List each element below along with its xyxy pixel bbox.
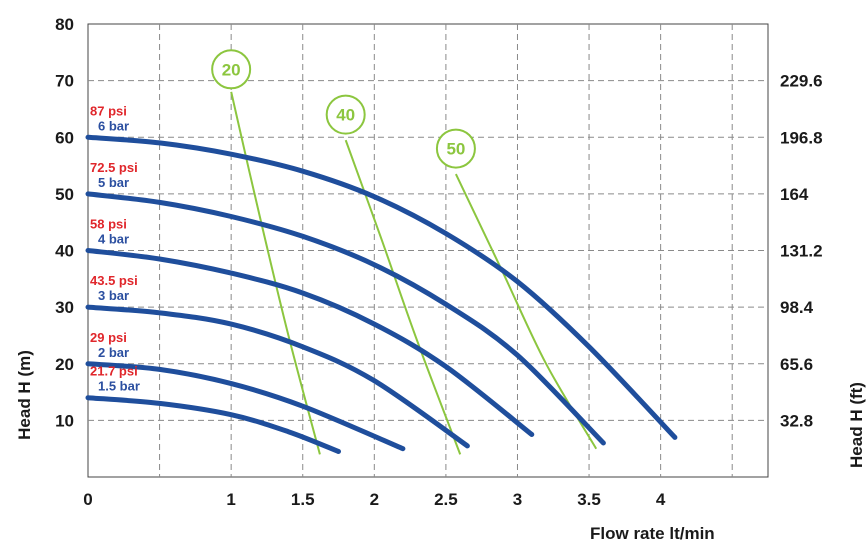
- x-axis-ticks: 0 1 1.5 2 2.5 3 3.5 4: [83, 490, 666, 509]
- curve-label-psi: 72.5 psi: [90, 160, 138, 175]
- x-tick-label: 4: [656, 490, 666, 509]
- y2-tick-label: 164: [780, 185, 809, 204]
- x-tick-label: 2: [370, 490, 379, 509]
- pump-curve-3-bar: [85, 304, 470, 449]
- y-tick-label: 20: [55, 355, 74, 374]
- efficiency-label-40: 40: [336, 106, 355, 125]
- curve-label-bar: 3 bar: [98, 288, 129, 303]
- pump-curve-4-bar: [85, 248, 535, 437]
- pump-curve-6-bar: [85, 134, 678, 440]
- efficiency-marker-20: [211, 49, 252, 90]
- y-tick-label: 10: [55, 411, 74, 430]
- curve-label-psi: 21.7 psi: [90, 364, 138, 379]
- y-tick-label: 70: [55, 72, 74, 91]
- y2-axis-ticks: 32.8 65.6 98.4 131.2 164 196.8 229.6: [780, 72, 823, 431]
- curve-label-bar: 5 bar: [98, 175, 129, 190]
- efficiency-label-50: 50: [446, 140, 465, 159]
- curve-label-bar: 4 bar: [98, 232, 129, 247]
- curve-label-psi: 58 psi: [90, 217, 127, 232]
- curve-label-bar: 1.5 bar: [98, 379, 140, 394]
- y2-tick-label: 229.6: [780, 72, 823, 91]
- x-tick-label: 3.5: [577, 490, 601, 509]
- y-tick-label: 60: [55, 128, 74, 147]
- efficiency-lines: 20 40 50: [211, 49, 598, 455]
- pump-curve-5-bar: [85, 191, 606, 446]
- curve-label-psi: 29 psi: [90, 330, 127, 345]
- y2-tick-label: 65.6: [780, 355, 813, 374]
- y-axis-title: Head H (m): [15, 350, 34, 440]
- x-tick-label: 1.5: [291, 490, 315, 509]
- y-tick-label: 30: [55, 298, 74, 317]
- curve-label-bar: 2 bar: [98, 345, 129, 360]
- y2-tick-label: 131.2: [780, 242, 823, 261]
- efficiency-line-20: [230, 91, 321, 455]
- pump-curves: [85, 134, 678, 454]
- x-tick-label: 0: [83, 490, 92, 509]
- y-tick-label: 50: [55, 185, 74, 204]
- y2-tick-label: 196.8: [780, 128, 823, 147]
- curve-label-bar: 6 bar: [98, 118, 129, 133]
- y2-tick-label: 32.8: [780, 411, 813, 430]
- y-axis-ticks: 10 20 30 40 50 60 70 80: [55, 15, 74, 430]
- pump-curve-2-bar: [85, 361, 406, 452]
- efficiency-label-20: 20: [222, 60, 241, 79]
- x-tick-label: 3: [513, 490, 522, 509]
- x-tick-label: 1: [226, 490, 235, 509]
- efficiency-marker-50: [435, 128, 476, 169]
- y2-tick-label: 98.4: [780, 298, 814, 317]
- efficiency-marker-40: [325, 94, 366, 135]
- grid-lines: [88, 24, 768, 477]
- x-tick-label: 2.5: [434, 490, 458, 509]
- y-tick-label: 40: [55, 242, 74, 261]
- efficiency-line-40: [344, 139, 462, 455]
- x-axis-title: Flow rate lt/min: [590, 524, 715, 543]
- curve-label-psi: 87 psi: [90, 103, 127, 118]
- curve-label-psi: 43.5 psi: [90, 273, 138, 288]
- y-tick-label: 80: [55, 15, 74, 34]
- pump-curve-1.5-bar: [85, 395, 341, 454]
- y2-axis-title: Head H (ft): [847, 382, 866, 468]
